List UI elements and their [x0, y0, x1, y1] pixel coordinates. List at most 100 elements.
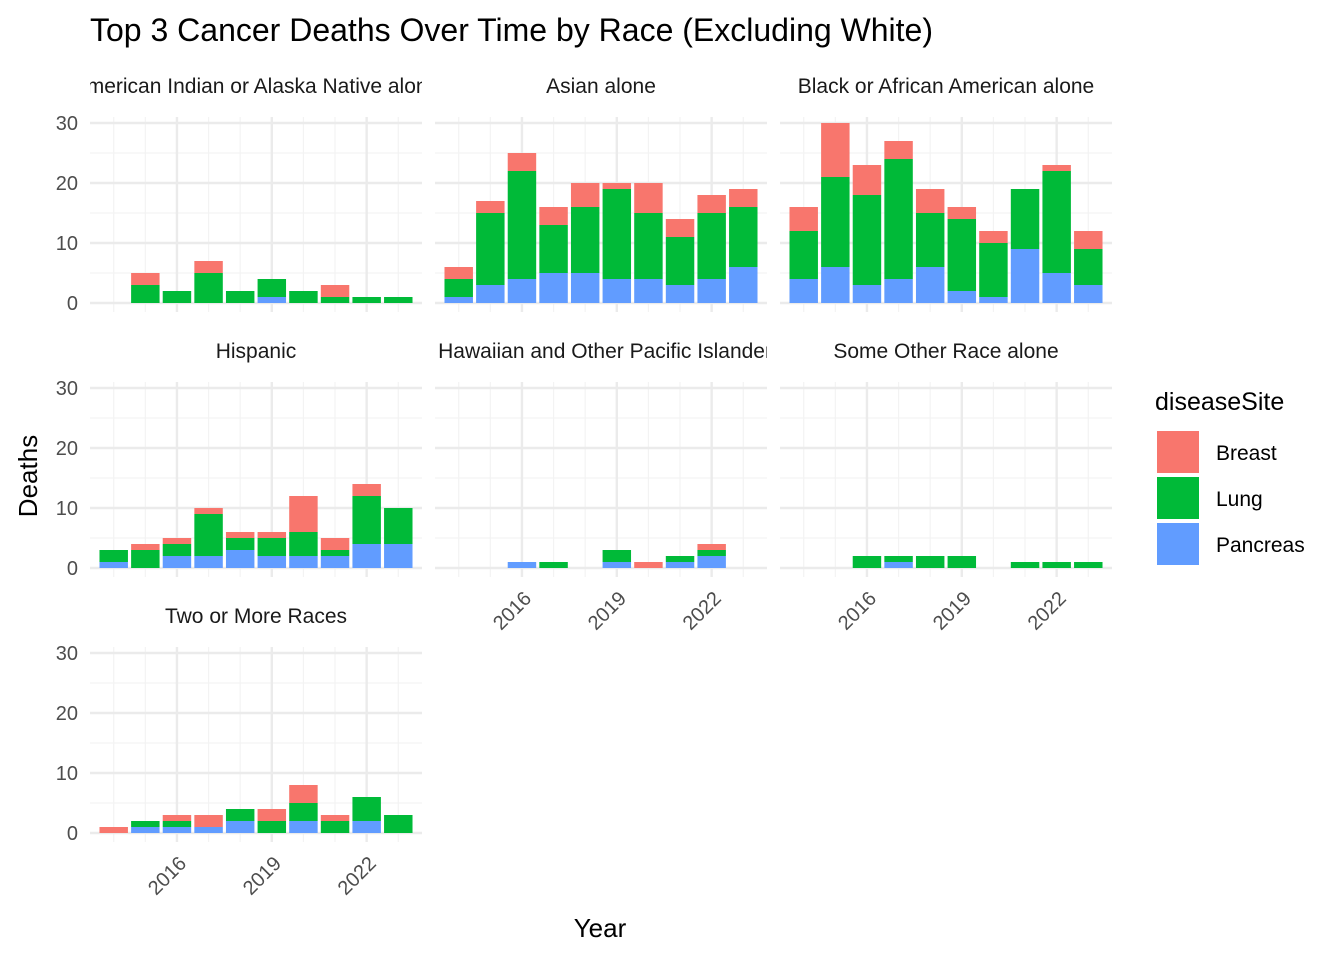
bar-lung — [1010, 562, 1040, 568]
facet-strip-label: Some Other Race alone — [833, 340, 1058, 363]
y-tick-label: 10 — [56, 498, 78, 520]
bar-breast — [162, 538, 192, 544]
bar-breast — [539, 207, 568, 225]
bar-lung — [729, 207, 758, 267]
y-tick-label: 0 — [67, 823, 78, 845]
y-tick-label: 0 — [67, 558, 78, 580]
bar-lung — [194, 273, 223, 303]
bar-lung — [979, 243, 1008, 297]
bar-pancreas — [1010, 249, 1040, 303]
y-tick-label: 30 — [56, 378, 78, 400]
bar-lung — [257, 821, 287, 833]
bar-lung — [162, 544, 192, 556]
bar-pancreas — [821, 267, 850, 303]
bar-breast — [194, 508, 223, 514]
bar-lung — [162, 291, 192, 303]
bar-breast — [602, 183, 632, 189]
bar-pancreas — [507, 279, 537, 303]
bar-lung — [352, 496, 381, 544]
bar-pancreas — [1074, 285, 1103, 303]
y-axis-title: Deaths — [13, 435, 43, 517]
bar-pancreas — [570, 273, 600, 303]
bar-breast — [131, 273, 160, 285]
facet-panel: Some Other Race alone — [780, 340, 1112, 577]
bar-pancreas — [320, 556, 350, 568]
bar-pancreas — [162, 556, 192, 568]
y-tick-label: 0 — [67, 293, 78, 315]
bar-breast — [289, 785, 318, 803]
bar-lung — [384, 508, 413, 544]
bar-lung — [665, 237, 695, 285]
bar-breast — [99, 827, 128, 833]
bar-pancreas — [979, 297, 1008, 303]
bar-pancreas — [602, 279, 632, 303]
bar-breast — [507, 153, 537, 171]
bar-lung — [539, 225, 568, 273]
bar-pancreas — [634, 279, 663, 303]
bar-pancreas — [729, 267, 758, 303]
bar-breast — [257, 809, 287, 821]
facet-strip-label: Asian alone — [546, 75, 656, 98]
bar-breast — [570, 183, 600, 207]
y-tick-label: 20 — [56, 173, 78, 195]
bar-lung — [1042, 562, 1071, 568]
bar-lung — [257, 279, 287, 297]
bar-breast — [289, 496, 318, 532]
facet-strip-label: Hispanic — [216, 340, 297, 363]
bar-lung — [697, 213, 726, 279]
bar-lung — [915, 556, 945, 568]
bar-pancreas — [194, 556, 223, 568]
bar-pancreas — [665, 562, 695, 568]
bar-pancreas — [162, 827, 192, 833]
x-tick-label: 2022 — [679, 588, 726, 635]
bar-breast — [444, 267, 473, 279]
bar-lung — [320, 821, 350, 833]
bar-breast — [131, 544, 160, 550]
bar-pancreas — [697, 279, 726, 303]
bar-breast — [194, 261, 223, 273]
bar-pancreas — [289, 821, 318, 833]
bar-lung — [852, 556, 882, 568]
bar-lung — [1042, 171, 1071, 273]
y-tick-label: 10 — [56, 233, 78, 255]
x-tick-label: 2016 — [489, 588, 536, 635]
bar-breast — [915, 189, 945, 213]
legend-key-pancreas — [1157, 523, 1199, 565]
bar-lung — [225, 291, 255, 303]
chart-title: Top 3 Cancer Deaths Over Time by Race (E… — [90, 12, 933, 48]
x-tick-label: 2016 — [144, 853, 191, 900]
x-tick-label: 2019 — [929, 588, 976, 635]
bar-pancreas — [194, 827, 223, 833]
bar-pancreas — [444, 297, 473, 303]
facet-strip-label: American Indian or Alaska Native alone — [73, 75, 440, 98]
bar-breast — [729, 189, 758, 207]
bar-breast — [257, 532, 287, 538]
bar-pancreas — [789, 279, 818, 303]
bar-breast — [352, 484, 381, 496]
facet-strip-label: Two or More Races — [165, 605, 347, 628]
bar-pancreas — [665, 285, 695, 303]
legend: diseaseSite Breast Lung Pancreas — [1155, 388, 1305, 565]
bar-pancreas — [352, 544, 381, 568]
legend-label-breast: Breast — [1216, 442, 1277, 465]
bar-pancreas — [697, 556, 726, 568]
bar-breast — [320, 538, 350, 550]
bar-lung — [320, 550, 350, 556]
bar-breast — [1074, 231, 1103, 249]
bar-lung — [99, 550, 128, 562]
bar-lung — [570, 207, 600, 273]
bar-lung — [289, 803, 318, 821]
bar-lung — [225, 538, 255, 550]
bar-pancreas — [602, 562, 632, 568]
bar-lung — [384, 297, 413, 303]
bar-lung — [915, 213, 945, 267]
bar-breast — [320, 815, 350, 821]
bar-lung — [131, 285, 160, 303]
x-tick-label: 2022 — [1024, 588, 1071, 635]
bar-pancreas — [507, 562, 537, 568]
bar-lung — [852, 195, 882, 285]
bar-pancreas — [225, 550, 255, 568]
bar-lung — [289, 291, 318, 303]
x-axis-title: Year — [574, 913, 627, 943]
bar-pancreas — [539, 273, 568, 303]
